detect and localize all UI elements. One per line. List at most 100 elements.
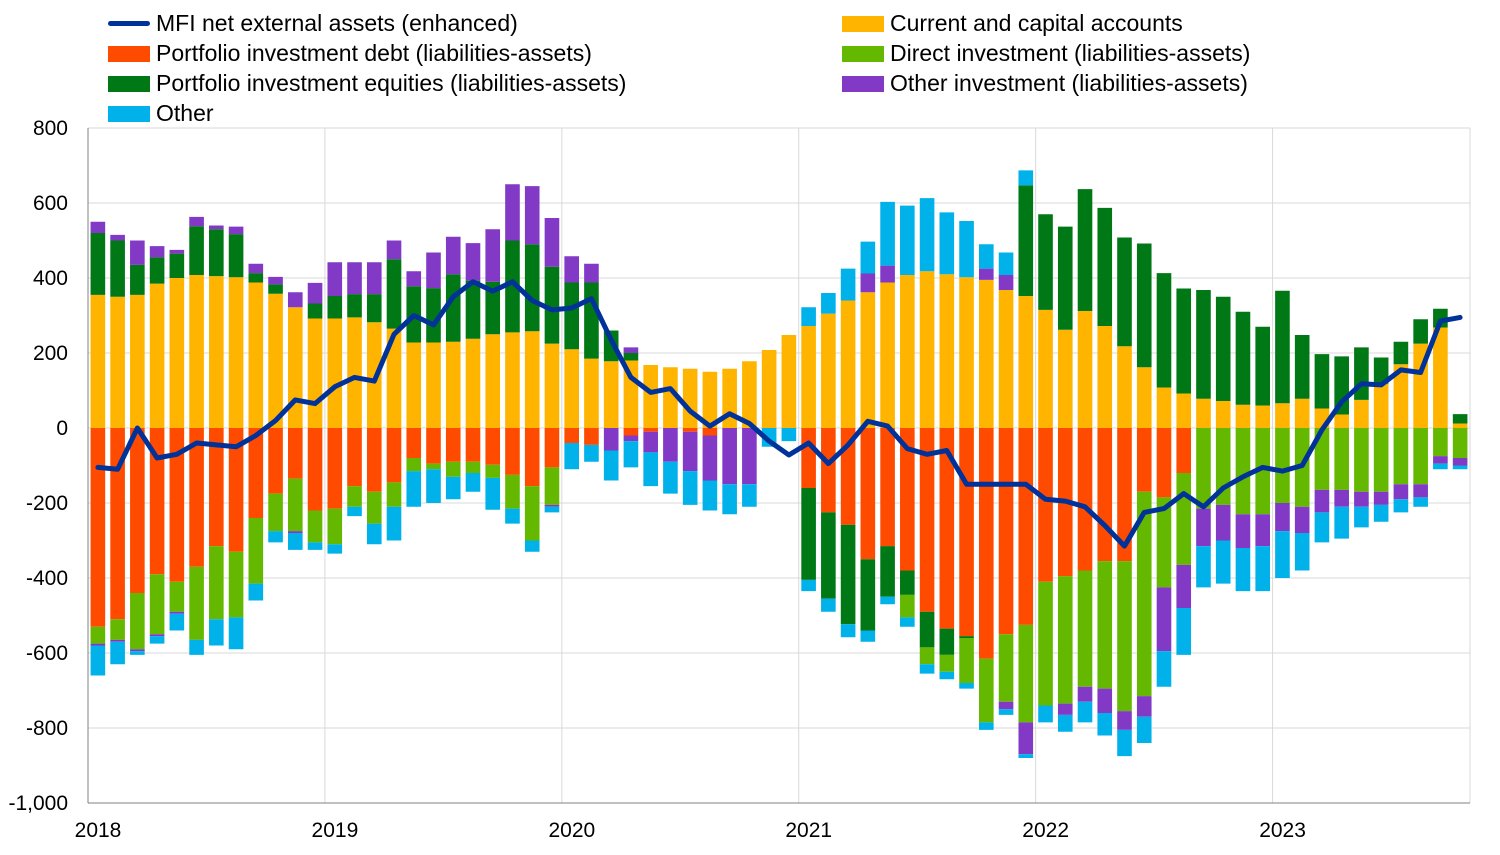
y-tick-label-1: 600 xyxy=(33,192,68,215)
bar-s4-m46 xyxy=(998,701,1014,710)
bar-s0-m66 xyxy=(1393,364,1409,428)
bar-s0-m6 xyxy=(209,276,224,428)
bar-s3-m50 xyxy=(1077,570,1093,687)
bar-s0-m25 xyxy=(584,358,599,428)
bar-s2-m47 xyxy=(1018,185,1034,296)
legend-item-portfolio-equities: Portfolio investment equities (liabiliti… xyxy=(108,70,626,97)
bar-s5-m37 xyxy=(821,598,836,612)
bar-s0-m0 xyxy=(90,294,106,428)
bar-s3-m48 xyxy=(1038,581,1053,706)
bar-s3-m23 xyxy=(544,467,560,505)
bar-s5-m38 xyxy=(840,624,856,638)
bar-s2-m11 xyxy=(307,303,323,319)
bar-s4-m31 xyxy=(702,435,718,481)
bar-s0-m43 xyxy=(939,274,955,428)
bar-s5-m69 xyxy=(1452,465,1468,470)
bar-s3-m21 xyxy=(505,474,520,509)
bar-s5-m21 xyxy=(505,508,520,524)
bar-s2-m6 xyxy=(209,229,224,277)
bar-s6-m3 xyxy=(149,246,165,258)
bar-s2-m20 xyxy=(485,281,501,335)
bar-s5-m28 xyxy=(643,452,658,487)
bar-s4-m64 xyxy=(1354,491,1369,507)
legend-swatch-other xyxy=(108,105,150,122)
bar-s5-m6 xyxy=(209,619,224,646)
bar-s4-m63 xyxy=(1334,489,1349,507)
bar-s5-m33 xyxy=(742,484,757,507)
legend-label-direct-investment: Direct investment (liabilities-assets) xyxy=(890,40,1251,66)
bar-s2-m25 xyxy=(584,282,599,359)
bar-s2-m60 xyxy=(1275,290,1290,404)
bar-s4-m49 xyxy=(1057,703,1073,715)
bar-s5-m59 xyxy=(1255,546,1271,592)
bar-s5-m19 xyxy=(465,473,481,492)
bar-s6-m0 xyxy=(90,221,106,233)
bar-s3-m8 xyxy=(248,518,264,584)
bar-s6-m27 xyxy=(623,347,639,353)
bar-s5-m15 xyxy=(386,506,402,541)
bar-s1-m6 xyxy=(209,428,224,547)
bar-s1-m31 xyxy=(702,428,718,436)
bar-s5-m43 xyxy=(939,671,955,680)
bar-s7-m36 xyxy=(801,307,816,326)
legend-swatch-other-investment xyxy=(842,75,884,92)
y-tick-label-7: -600 xyxy=(26,642,68,665)
bar-s5-m57 xyxy=(1215,540,1231,584)
bar-s7-m46 xyxy=(998,252,1014,275)
bar-s1-m30 xyxy=(682,428,698,432)
bar-s0-m30 xyxy=(682,368,698,428)
bar-s1-m19 xyxy=(465,428,481,462)
bar-s0-m8 xyxy=(248,282,264,428)
bar-s0-m21 xyxy=(505,332,520,428)
bar-s2-m24 xyxy=(564,282,580,350)
bar-s0-m48 xyxy=(1038,309,1053,428)
bar-s4-m27 xyxy=(623,435,639,442)
bar-s0-m56 xyxy=(1196,398,1211,428)
bar-s2-m19 xyxy=(465,280,481,339)
bar-s0-m29 xyxy=(663,367,678,428)
bar-s0-m47 xyxy=(1018,296,1034,428)
bar-s0-m36 xyxy=(801,326,816,428)
bar-s0-m4 xyxy=(169,278,185,428)
bar-s3-m59 xyxy=(1255,428,1271,515)
bar-s4-m51 xyxy=(1097,688,1113,713)
bar-s1-m0 xyxy=(90,428,106,627)
bar-s2-m57 xyxy=(1215,296,1231,401)
bar-s5-m27 xyxy=(623,441,639,468)
bar-s2-m54 xyxy=(1156,273,1172,388)
bar-s2-m12 xyxy=(327,296,343,319)
bar-s3-m6 xyxy=(209,546,224,620)
y-tick-label-0: 800 xyxy=(33,117,68,140)
bar-s1-m46 xyxy=(998,428,1014,635)
bar-s1-m16 xyxy=(406,428,422,458)
bar-s3-m64 xyxy=(1354,428,1369,492)
bar-s1-m25 xyxy=(584,428,599,445)
bar-s2-m62 xyxy=(1314,354,1330,409)
bar-s2-m53 xyxy=(1136,243,1152,368)
bar-s2-m61 xyxy=(1294,335,1310,399)
bar-s0-m35 xyxy=(781,335,797,428)
bar-s0-m23 xyxy=(544,343,560,428)
bar-s6-m13 xyxy=(347,262,362,295)
bar-s1-m41 xyxy=(900,428,915,571)
bar-s3-m17 xyxy=(426,463,441,470)
bar-s5-m46 xyxy=(998,709,1014,715)
bar-s3-m44 xyxy=(959,638,974,683)
bar-s5-m65 xyxy=(1373,504,1389,522)
bar-s6-m40 xyxy=(880,265,895,283)
bar-s5-m64 xyxy=(1354,506,1369,528)
y-tick-label-8: -800 xyxy=(26,717,68,740)
bar-s5-m16 xyxy=(406,471,422,507)
legend-item-other: Other xyxy=(108,100,214,127)
bar-s0-m52 xyxy=(1117,346,1132,428)
bar-s1-m47 xyxy=(1018,428,1034,625)
bar-s0-m60 xyxy=(1275,403,1290,428)
bar-s1-m20 xyxy=(485,428,501,465)
bar-s0-m20 xyxy=(485,334,501,428)
bar-s0-m15 xyxy=(386,328,402,428)
bar-s0-m64 xyxy=(1354,399,1369,428)
bar-s7-m37 xyxy=(821,293,836,314)
bar-s5-m50 xyxy=(1077,701,1093,723)
bar-s0-m26 xyxy=(603,361,619,428)
bar-s1-m37 xyxy=(821,428,836,513)
